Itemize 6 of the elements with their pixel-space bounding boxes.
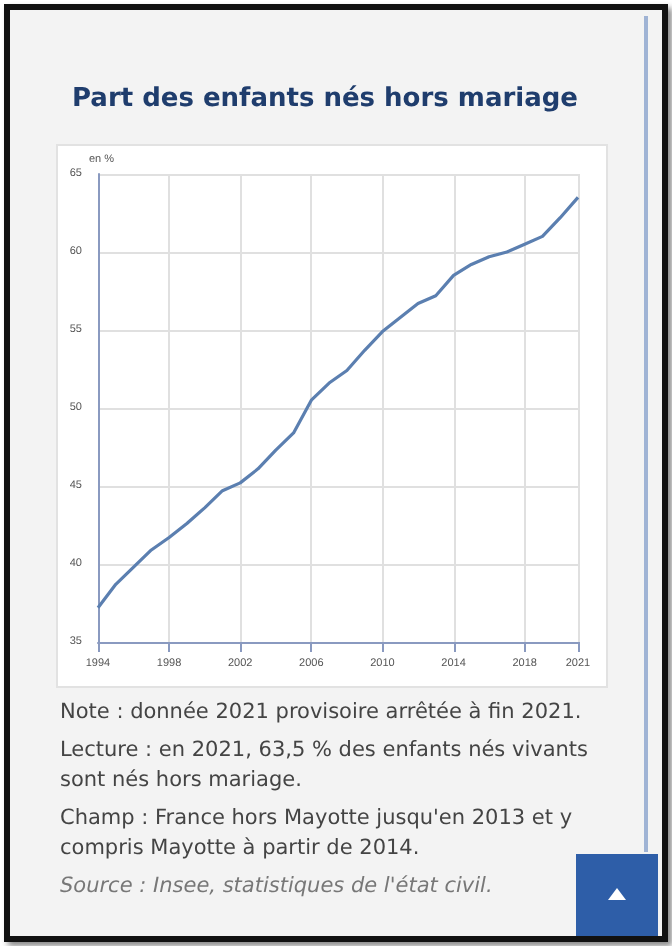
text: Note : donnée 2021 provisoire arrêtée à fin 2021. <box>60 698 584 728</box>
chart-title: Part des enfants nés hors mariage <box>72 84 580 114</box>
line-series <box>96 195 580 610</box>
source-note: Source : Insee, statistiques de l'état civil. <box>60 872 495 902</box>
text: Champ : France hors Mayotte jusqu'en 2013 et y compris Mayotte à partir de 2014. <box>60 804 575 864</box>
text: Lecture : en 2021, 63,5 % des enfants nés vivants sont nés hors mariage. <box>60 736 591 796</box>
